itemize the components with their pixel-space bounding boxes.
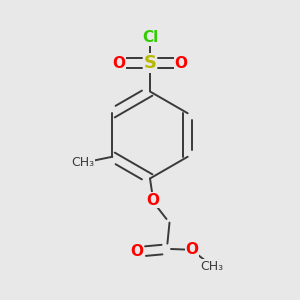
Text: Cl: Cl [142,30,158,45]
Text: O: O [175,56,188,70]
Text: O: O [112,56,125,70]
Text: O: O [146,193,160,208]
Text: CH₃: CH₃ [200,260,223,273]
Text: O: O [185,242,199,257]
Text: CH₃: CH₃ [71,156,94,169]
Text: O: O [130,244,143,259]
Text: S: S [143,54,157,72]
